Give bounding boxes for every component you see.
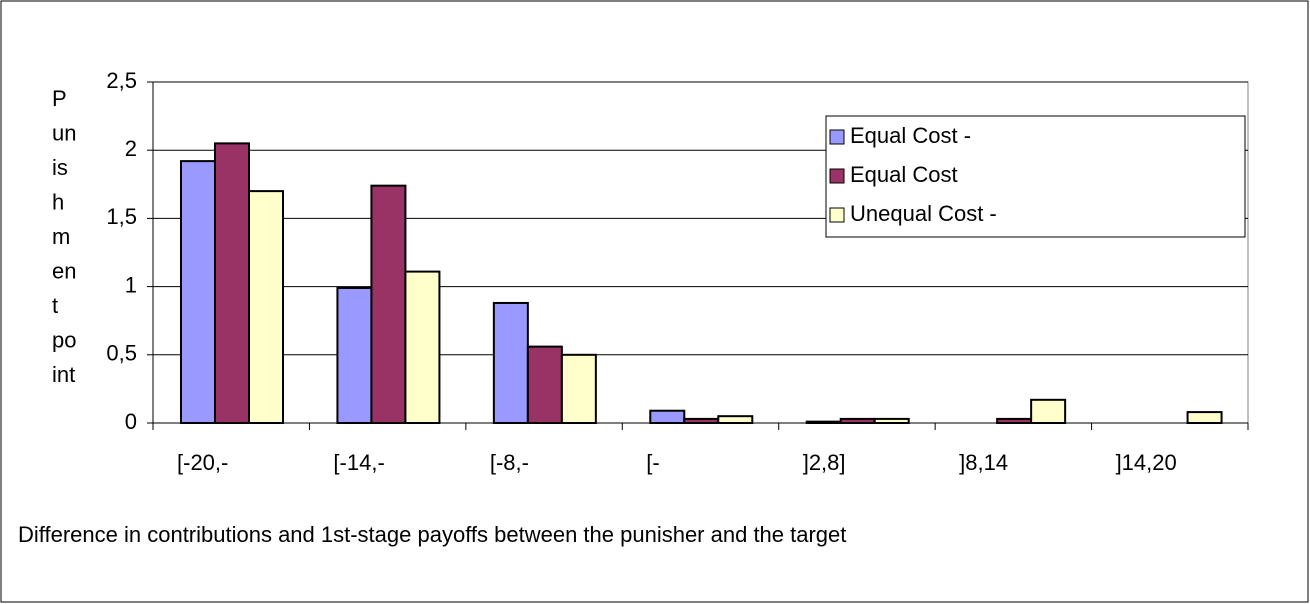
x-tick-label: [-8,-	[490, 450, 529, 475]
bar	[560, 353, 597, 424]
x-tick-label: [-20,-	[177, 450, 228, 475]
x-tick-label: ]8,14	[959, 450, 1008, 475]
x-axis-label: Difference in contributions and 1st-stag…	[18, 522, 846, 547]
y-axis-label: m	[52, 224, 70, 249]
bar	[805, 420, 842, 424]
y-tick-label: 0,5	[106, 341, 137, 366]
x-tick-label: ]2,8]	[803, 450, 846, 475]
x-tick-label: [-14,-	[333, 450, 384, 475]
bar	[248, 190, 284, 424]
legend-swatch	[829, 168, 845, 184]
y-tick-label: 2,5	[106, 68, 137, 93]
x-tick-label: ]14,20	[1116, 450, 1177, 475]
y-tick-label: 1,5	[106, 204, 137, 229]
bar	[649, 409, 686, 424]
y-tick-label: 0	[125, 409, 137, 434]
legend-swatch	[829, 207, 845, 223]
y-tick-label: 1	[125, 272, 137, 297]
bar	[683, 417, 720, 424]
y-axis-label: int	[52, 362, 75, 387]
bar	[873, 417, 910, 424]
bar	[492, 301, 529, 424]
bar	[1186, 411, 1223, 425]
bar	[214, 142, 250, 424]
x-tick-label: [-	[646, 450, 659, 475]
bar	[404, 270, 441, 425]
bar	[717, 415, 754, 424]
bar	[996, 417, 1033, 424]
y-axis-label: is	[52, 155, 68, 180]
legend-label: Unequal Cost -	[850, 201, 997, 226]
y-axis-label: h	[52, 189, 64, 214]
legend-label: Equal Cost -	[850, 123, 971, 148]
bar	[526, 345, 563, 424]
legend-box	[825, 115, 1246, 238]
y-axis-label: t	[52, 293, 58, 318]
bar	[370, 184, 407, 424]
y-axis-label: en	[52, 258, 76, 283]
legend-label: Equal Cost	[850, 162, 958, 187]
bar	[336, 286, 373, 424]
legend-swatch	[829, 129, 845, 145]
y-axis-label: un	[52, 120, 76, 145]
bar	[180, 160, 216, 424]
y-axis-label: P	[52, 86, 67, 111]
bar	[1030, 398, 1067, 425]
bar	[839, 417, 876, 424]
y-tick-label: 2	[125, 136, 137, 161]
y-axis-label: po	[52, 327, 76, 352]
